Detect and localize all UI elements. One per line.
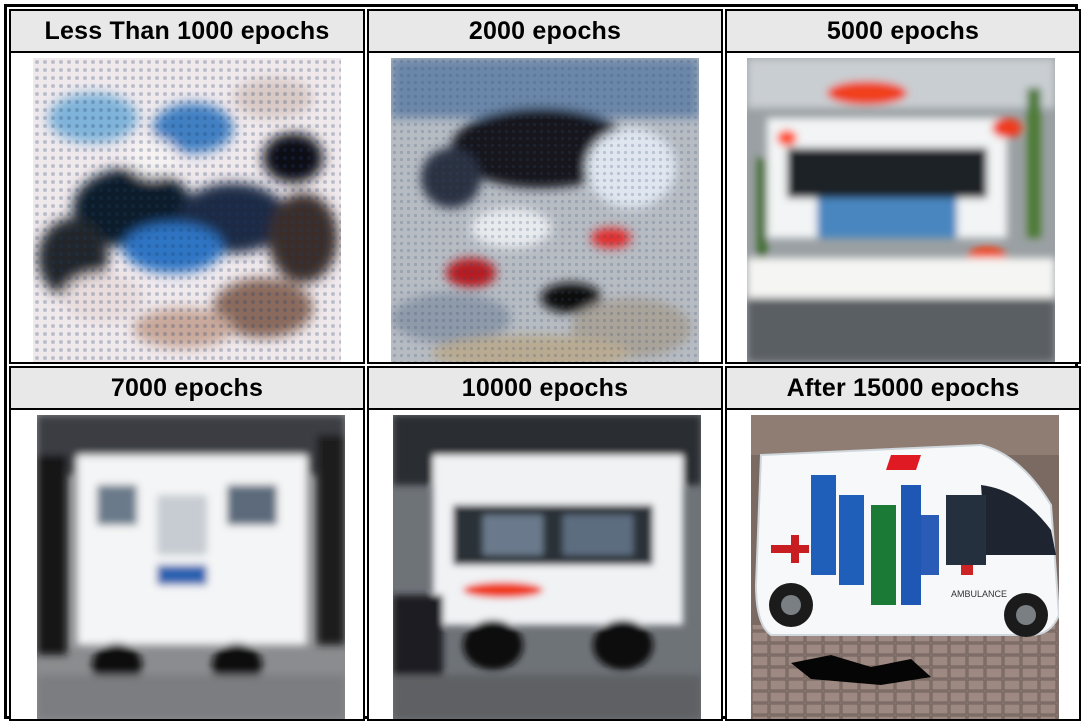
generated-image-3 xyxy=(747,58,1055,362)
generated-image-1 xyxy=(33,58,341,362)
generated-image-6: AMBULANCE xyxy=(751,415,1059,719)
van-side-text: AMBULANCE xyxy=(951,589,1007,599)
generated-image-5 xyxy=(393,415,701,719)
generated-image-4 xyxy=(37,415,345,719)
panel-title: 7000 epochs xyxy=(11,368,363,410)
panel-2000-epochs: 2000 epochs xyxy=(367,9,723,364)
panel-title: 2000 epochs xyxy=(369,11,721,53)
panel-title: After 15000 epochs xyxy=(727,368,1079,410)
panel-title: 5000 epochs xyxy=(727,11,1079,53)
panel-after-15000-epochs: After 15000 epochs xyxy=(725,366,1081,721)
panel-7000-epochs: 7000 epochs xyxy=(9,366,365,721)
generated-image-2 xyxy=(391,58,699,362)
panel-less-than-1000-epochs: Less Than 1000 epochs xyxy=(9,9,365,364)
epochs-figure-grid: Less Than 1000 epochs xyxy=(4,4,1081,721)
panel-10000-epochs: 10000 epochs xyxy=(367,366,723,721)
panel-title: Less Than 1000 epochs xyxy=(11,11,363,53)
panel-title: 10000 epochs xyxy=(369,368,721,410)
panel-5000-epochs: 5000 epochs xyxy=(725,9,1081,364)
